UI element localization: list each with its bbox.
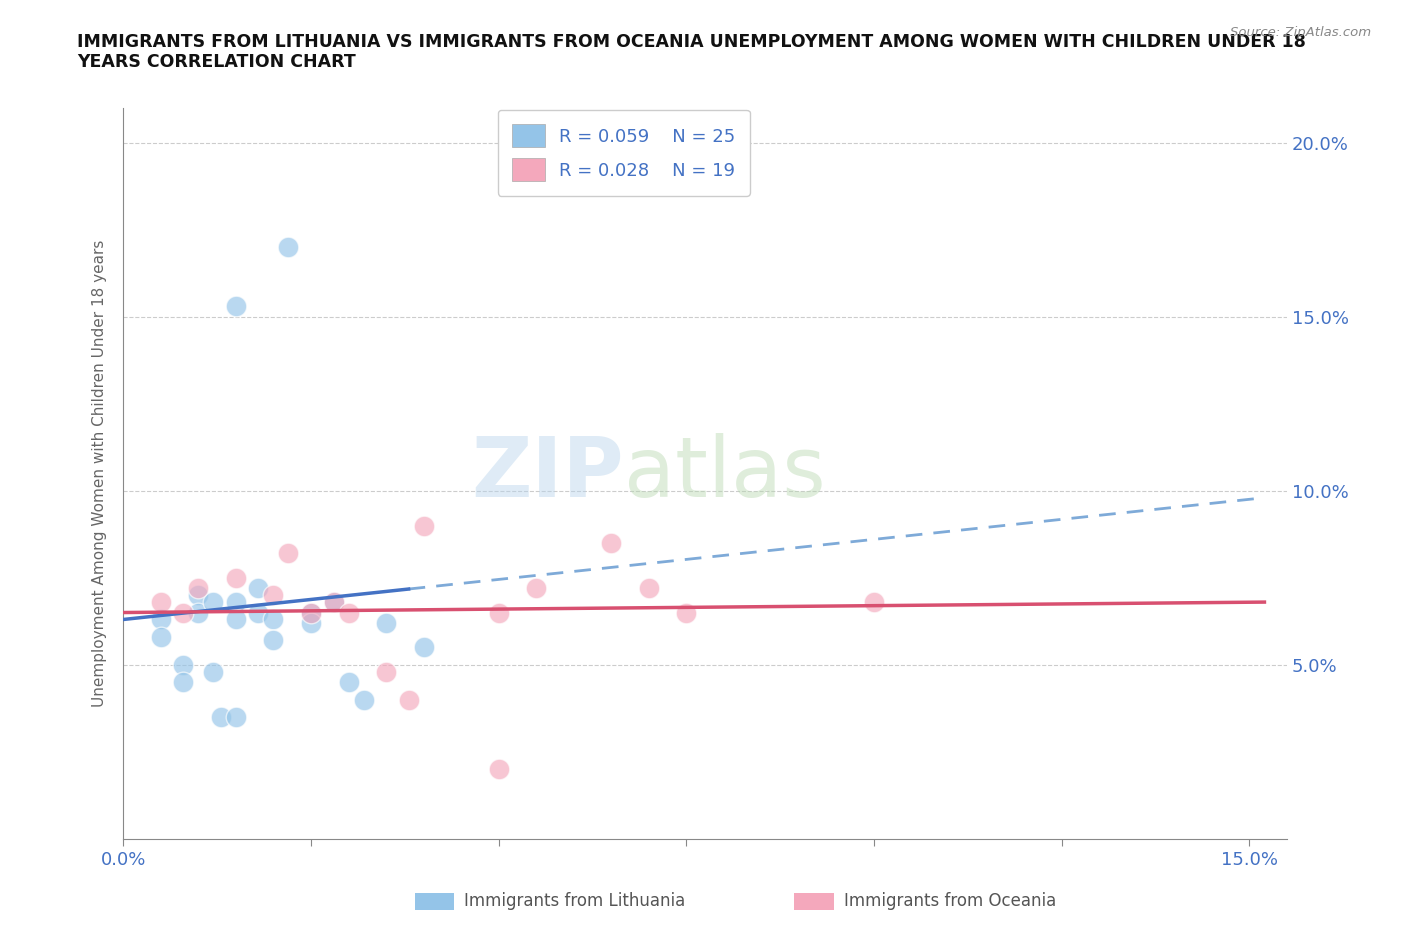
Point bbox=[225, 594, 247, 609]
Point bbox=[353, 692, 375, 707]
Point bbox=[209, 710, 232, 724]
Point bbox=[488, 762, 510, 777]
Point bbox=[172, 658, 194, 672]
Point bbox=[299, 616, 322, 631]
Point bbox=[225, 612, 247, 627]
Point bbox=[412, 518, 434, 533]
Point bbox=[187, 588, 209, 603]
Point bbox=[375, 664, 398, 679]
Point bbox=[600, 536, 623, 551]
Point bbox=[172, 674, 194, 689]
Point bbox=[277, 546, 299, 561]
Point bbox=[172, 605, 194, 620]
Point bbox=[488, 605, 510, 620]
Point bbox=[149, 612, 172, 627]
Point bbox=[277, 240, 299, 255]
Point bbox=[637, 580, 659, 595]
Point bbox=[337, 605, 360, 620]
Point bbox=[299, 605, 322, 620]
Text: ZIP: ZIP bbox=[471, 432, 624, 514]
Point bbox=[225, 570, 247, 585]
Text: IMMIGRANTS FROM LITHUANIA VS IMMIGRANTS FROM OCEANIA UNEMPLOYMENT AMONG WOMEN WI: IMMIGRANTS FROM LITHUANIA VS IMMIGRANTS … bbox=[77, 33, 1306, 72]
Point bbox=[247, 580, 270, 595]
Y-axis label: Unemployment Among Women with Children Under 18 years: Unemployment Among Women with Children U… bbox=[93, 240, 107, 707]
Point bbox=[262, 612, 284, 627]
Point bbox=[299, 605, 322, 620]
Point bbox=[337, 674, 360, 689]
Point bbox=[675, 605, 697, 620]
Point bbox=[262, 588, 284, 603]
Point bbox=[149, 594, 172, 609]
Point bbox=[322, 594, 344, 609]
Point bbox=[412, 640, 434, 655]
Point bbox=[322, 594, 344, 609]
Point bbox=[863, 594, 886, 609]
Point bbox=[225, 710, 247, 724]
Point bbox=[398, 692, 420, 707]
Point bbox=[187, 605, 209, 620]
Text: atlas: atlas bbox=[624, 432, 825, 514]
Point bbox=[187, 580, 209, 595]
Text: Immigrants from Lithuania: Immigrants from Lithuania bbox=[464, 892, 685, 910]
Point bbox=[202, 594, 225, 609]
Text: Immigrants from Oceania: Immigrants from Oceania bbox=[844, 892, 1056, 910]
Point bbox=[202, 664, 225, 679]
Legend: R = 0.059    N = 25, R = 0.028    N = 19: R = 0.059 N = 25, R = 0.028 N = 19 bbox=[498, 110, 749, 196]
Point bbox=[149, 630, 172, 644]
Point bbox=[375, 616, 398, 631]
Point bbox=[262, 633, 284, 648]
Text: Source: ZipAtlas.com: Source: ZipAtlas.com bbox=[1230, 26, 1371, 39]
Point bbox=[225, 299, 247, 313]
Point bbox=[247, 605, 270, 620]
Point bbox=[524, 580, 547, 595]
